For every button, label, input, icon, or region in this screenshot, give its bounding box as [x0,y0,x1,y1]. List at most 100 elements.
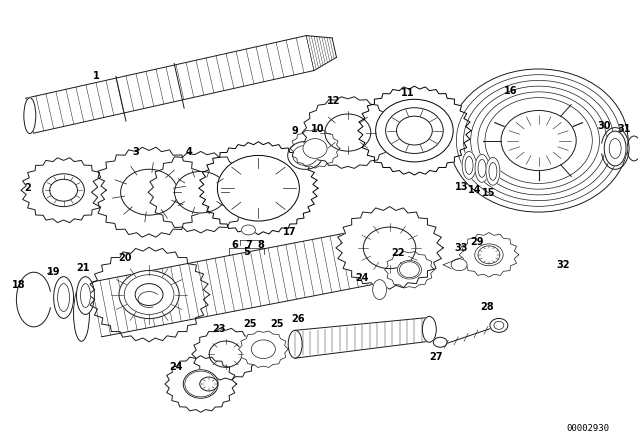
Text: 16: 16 [504,86,518,96]
Text: 12: 12 [327,96,340,106]
Ellipse shape [135,284,163,306]
Ellipse shape [209,341,242,367]
Ellipse shape [486,157,500,185]
Ellipse shape [485,98,592,183]
Text: 1: 1 [93,71,100,81]
Text: 9: 9 [292,125,298,136]
Ellipse shape [24,98,36,134]
Text: 8: 8 [257,240,264,250]
Ellipse shape [397,260,422,279]
Text: 31: 31 [618,124,631,134]
Text: 13: 13 [456,182,469,192]
Polygon shape [336,207,444,289]
Text: 4: 4 [186,147,192,157]
Ellipse shape [241,225,255,235]
Ellipse shape [604,131,626,166]
Text: 7: 7 [245,240,252,250]
Polygon shape [385,251,435,288]
Ellipse shape [43,174,84,207]
Ellipse shape [501,111,576,171]
Ellipse shape [288,330,302,358]
Ellipse shape [185,371,217,397]
Text: 25: 25 [271,319,284,329]
Ellipse shape [609,138,621,159]
Text: 11: 11 [401,88,414,98]
Text: 26: 26 [291,314,305,324]
Polygon shape [302,97,394,168]
Text: 32: 32 [557,260,570,270]
Ellipse shape [475,155,489,182]
Ellipse shape [77,277,95,314]
Ellipse shape [50,179,77,201]
Polygon shape [192,328,259,380]
Ellipse shape [58,284,70,311]
Ellipse shape [303,138,327,158]
Polygon shape [92,147,207,237]
Ellipse shape [364,227,416,269]
Ellipse shape [200,377,218,391]
Ellipse shape [449,69,628,212]
Text: 22: 22 [391,248,404,258]
Text: 5: 5 [243,247,250,257]
Text: 3: 3 [132,147,140,157]
Text: 27: 27 [429,352,443,362]
Text: 19: 19 [47,267,60,277]
Text: 28: 28 [480,302,494,312]
Ellipse shape [397,116,432,145]
Text: 6: 6 [231,240,238,250]
Ellipse shape [74,286,90,341]
Text: 30: 30 [598,121,611,131]
Text: 14: 14 [468,185,482,195]
Text: 23: 23 [212,324,225,334]
Ellipse shape [463,80,614,201]
Ellipse shape [121,169,177,215]
Ellipse shape [54,277,74,319]
Polygon shape [88,247,210,342]
Ellipse shape [399,262,419,278]
Ellipse shape [478,246,500,264]
Text: 10: 10 [311,124,324,134]
Ellipse shape [218,155,300,221]
Polygon shape [26,35,314,133]
Ellipse shape [325,114,371,151]
Ellipse shape [465,156,473,174]
Polygon shape [199,142,318,235]
Text: 25: 25 [244,319,257,329]
Text: 21: 21 [77,263,90,273]
Polygon shape [21,158,106,223]
Ellipse shape [451,259,467,271]
Polygon shape [290,129,340,168]
Polygon shape [165,356,237,412]
Text: 33: 33 [454,243,468,253]
Polygon shape [358,86,471,175]
Ellipse shape [470,86,607,195]
Text: 20: 20 [118,253,132,263]
Ellipse shape [376,99,453,162]
Ellipse shape [494,321,504,329]
Text: 2: 2 [24,183,31,193]
Ellipse shape [124,275,174,314]
Ellipse shape [627,136,640,161]
Text: 18: 18 [12,280,26,289]
Text: 17: 17 [284,227,297,237]
Ellipse shape [489,162,497,180]
Ellipse shape [119,271,179,319]
Ellipse shape [475,244,503,266]
Ellipse shape [433,337,447,347]
Ellipse shape [462,151,476,179]
Text: 29: 29 [470,237,484,247]
Text: 15: 15 [482,188,496,198]
Ellipse shape [372,280,387,300]
Text: 00002930: 00002930 [567,424,610,433]
Ellipse shape [422,316,436,342]
Ellipse shape [478,92,600,189]
Ellipse shape [252,340,275,358]
Ellipse shape [183,370,218,398]
Ellipse shape [385,108,444,154]
Ellipse shape [456,75,621,207]
Ellipse shape [175,172,227,213]
Ellipse shape [81,284,90,307]
Polygon shape [239,331,288,367]
Polygon shape [91,228,385,337]
Ellipse shape [490,319,508,332]
